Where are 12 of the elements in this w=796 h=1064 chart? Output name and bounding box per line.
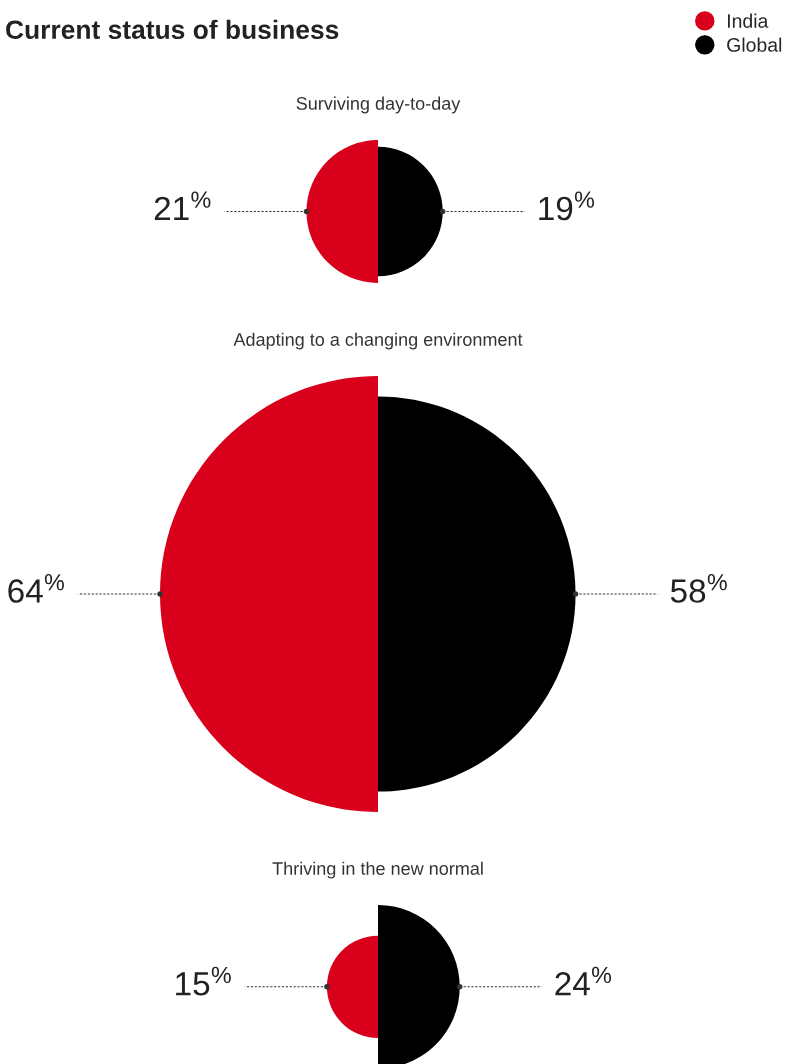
category-label: Thriving in the new normal <box>272 861 483 879</box>
legend-label: Global <box>727 37 782 52</box>
data-label: 58$^{%}$ <box>670 574 727 603</box>
data-label: 21$^{%}$ <box>154 191 211 220</box>
text: Current status of business <box>6 19 339 40</box>
data-label: 15$^{%}$ <box>176 966 231 996</box>
category-label: Adapting to a changing environment <box>233 332 523 350</box>
data-label: 24$^{%}$ <box>555 966 612 996</box>
category-label: Surviving day-to-day <box>296 96 461 114</box>
legend-label: India <box>727 13 769 28</box>
data-label: 19$^{%}$ <box>539 191 595 221</box>
data-label: 64$^{%}$ <box>8 574 64 603</box>
